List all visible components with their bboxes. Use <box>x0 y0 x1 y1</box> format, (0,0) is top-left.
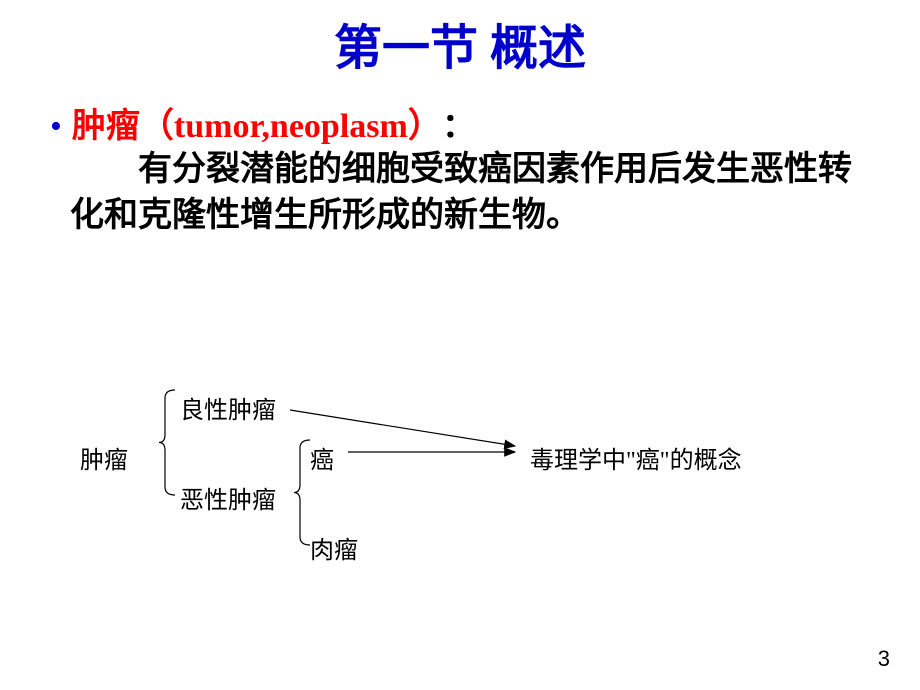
classification-diagram: 肿瘤 良性肿瘤 恶性肿瘤 癌 肉瘤 毒理学中"癌"的概念 <box>0 360 920 610</box>
page-number: 3 <box>878 646 890 672</box>
slide-title: 第一节 概述 <box>0 0 920 78</box>
diagram-malignant: 恶性肿瘤 <box>180 480 276 515</box>
term-colon: ： <box>442 98 476 147</box>
title-text: 第一节 概述 <box>334 22 586 75</box>
diagram-cancer: 癌 <box>310 440 334 475</box>
diagram-root: 肿瘤 <box>80 440 128 475</box>
diagram-benign: 良性肿瘤 <box>180 390 276 425</box>
bullet-dot: • <box>50 110 62 144</box>
term-text: 肿瘤（tumor,neoplasm） <box>72 98 442 147</box>
bullet-row: • 肿瘤（tumor,neoplasm） ： <box>50 98 920 147</box>
diagram-sarcoma: 肉瘤 <box>310 530 358 565</box>
definition-text: 有分裂潜能的细胞受致癌因素作用后发生恶性转化和克隆性增生所形成的新生物。 <box>70 147 880 239</box>
diagram-toxicology: 毒理学中"癌"的概念 <box>530 440 742 475</box>
diagram-svg <box>0 360 920 610</box>
